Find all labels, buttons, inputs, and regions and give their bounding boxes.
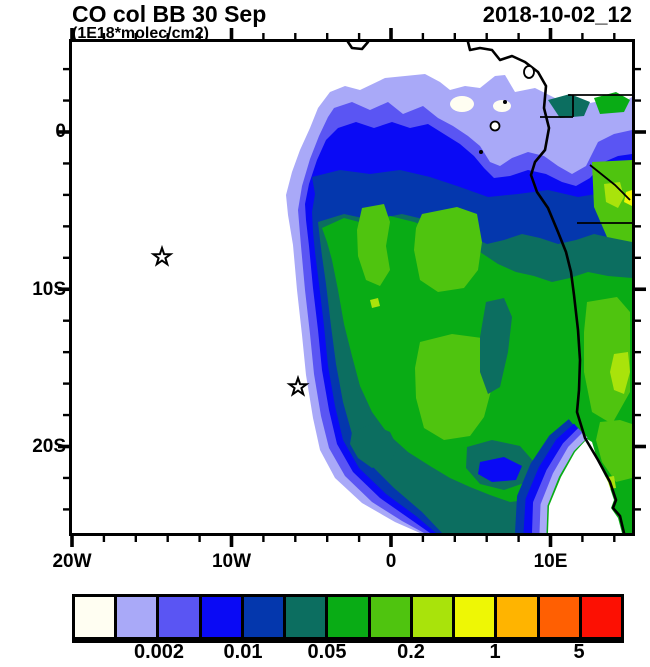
island-outline [489,120,501,132]
contour-region [370,298,380,308]
colorbar-cell [198,597,241,637]
contour-region [584,297,630,424]
contour-region [548,439,622,533]
contour-hole [493,100,511,112]
island-dot [479,150,483,154]
map-plot [58,28,646,547]
colorbar-cell [452,597,495,637]
contour-hole [450,96,474,112]
star-marker-2 [286,374,310,397]
island-outline [523,65,535,79]
colorbar-label: 0.05 [307,641,347,663]
x-tick-label: 20W [52,551,92,572]
contour-fringe [515,419,576,533]
contour-region [350,424,398,468]
contour-region [596,420,632,482]
contour-region [414,207,482,292]
colorbar-label: 0.002 [133,641,185,663]
island-dot [503,100,507,104]
colorbar-cell [283,597,326,637]
contour-region [478,457,522,482]
contour-region [548,94,590,118]
star-marker-1 [150,244,174,267]
contour-fringe [532,428,584,533]
colorbar-label: 1 [489,641,501,663]
coastline [346,42,370,51]
coastline [466,42,626,533]
colorbar-cell [325,597,368,637]
colorbar-label: 5 [573,641,585,663]
y-tick-label: 20S [32,436,66,457]
colorbar-label: 0.01 [223,641,263,663]
colorbar-cell [536,597,579,637]
contour-region [594,92,630,114]
contour-region [415,334,494,440]
timestamp-label: 2018-10-02_12 [482,2,632,27]
contour-fringe [539,432,588,533]
colorbar-cell [156,597,199,637]
colorbar-cell [114,597,157,637]
y-tick-label: 10S [32,279,66,300]
country-border [589,164,631,201]
page-title: CO col BB 30 Sep [72,1,267,27]
x-tick-label: 10E [533,551,568,572]
colorbar-cell [494,597,537,637]
contour-region [610,352,630,394]
y-tick-label: 0 [55,121,66,142]
x-tick-label: 0 [385,551,397,572]
contour-fringe [523,423,580,533]
colorbar [72,594,624,643]
x-tick-label: 10W [211,551,252,572]
colorbar-cell [367,597,410,637]
colorbar-cell [75,597,115,637]
units-subtitle: (1E18*molec/cm2) [72,25,209,42]
contour-region [480,298,512,394]
colorbar-cell [409,597,453,637]
colorbar-label: 0.2 [397,641,425,663]
colorbar-cell [578,597,622,637]
colorbar-cell [240,597,284,637]
contour-region [357,204,390,286]
